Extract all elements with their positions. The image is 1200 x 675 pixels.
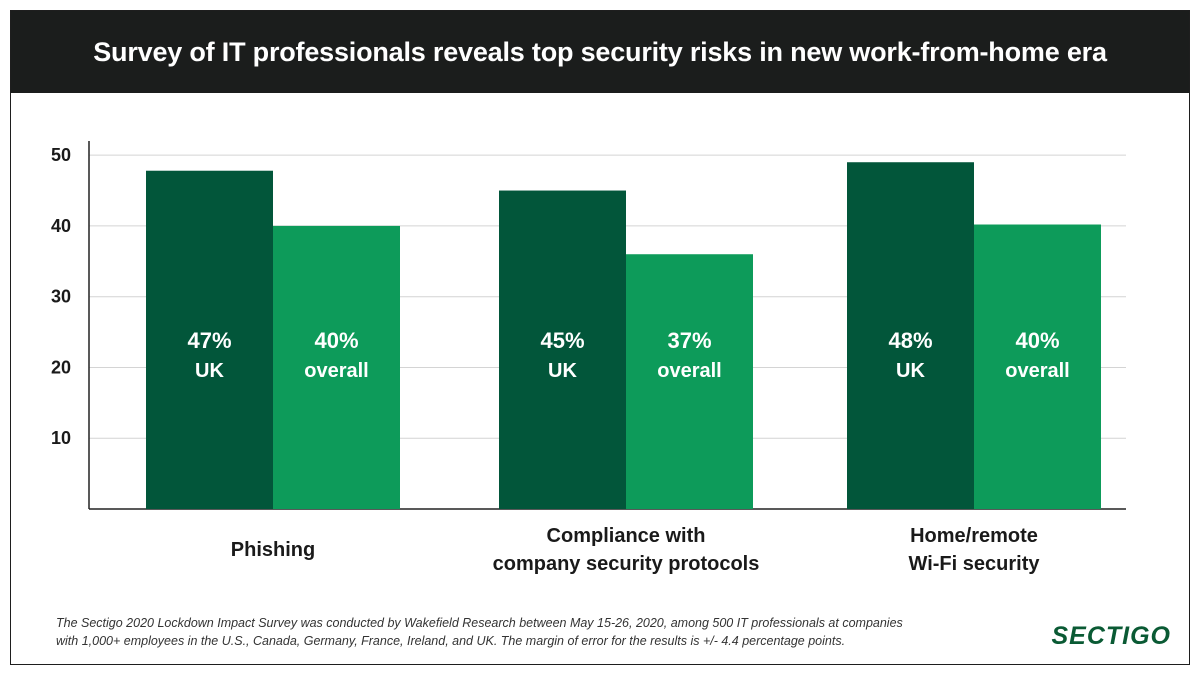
footnote-line-2: with 1,000+ employees in the U.S., Canad… <box>56 634 846 648</box>
footnote: The Sectigo 2020 Lockdown Impact Survey … <box>56 614 956 650</box>
bar-series-label-uk-2: UK <box>896 360 925 382</box>
bar-value-label-uk-2: 48% <box>888 328 932 353</box>
bar-value-label-uk-1: 45% <box>540 328 584 353</box>
bar-uk-2 <box>847 162 974 509</box>
y-tick-label-40: 40 <box>51 216 71 236</box>
infographic-frame: Survey of IT professionals reveals top s… <box>10 10 1190 665</box>
y-tick-label-20: 20 <box>51 357 71 377</box>
bar-series-label-uk-1: UK <box>548 360 577 382</box>
category-label-2-line-0: Home/remote <box>910 525 1038 547</box>
bar-overall-0 <box>273 225 400 509</box>
category-label-1-line-0: Compliance with <box>547 525 706 547</box>
sectigo-logo: SECTIGO <box>1051 622 1171 650</box>
bar-series-label-overall-1: overall <box>657 360 721 382</box>
y-tick-label-10: 10 <box>51 428 71 448</box>
bar-value-label-overall-2: 40% <box>1015 328 1059 353</box>
y-tick-label-50: 50 <box>51 145 71 165</box>
footnote-line-1: The Sectigo 2020 Lockdown Impact Survey … <box>56 616 903 630</box>
chart-title: Survey of IT professionals reveals top s… <box>93 36 1107 67</box>
bar-overall-1 <box>626 254 753 509</box>
y-tick-label-30: 30 <box>51 287 71 307</box>
title-bar: Survey of IT professionals reveals top s… <box>11 11 1189 93</box>
category-label-2-line-1: Wi-Fi security <box>909 553 1041 575</box>
bar-uk-0 <box>146 170 273 509</box>
bar-chart: 10 20 30 40 50 47% UK 40% overall Phishing 45% UK 37… <box>51 141 1126 575</box>
category-label-1-line-1: company security protocols <box>493 553 760 575</box>
bar-uk-1 <box>499 190 626 510</box>
category-label-0-line-0: Phishing <box>231 539 315 561</box>
bar-series-label-uk-0: UK <box>195 360 224 382</box>
bar-overall-2 <box>974 224 1101 509</box>
bar-series-label-overall-0: overall <box>304 360 368 382</box>
bar-series-label-overall-2: overall <box>1005 360 1069 382</box>
bar-value-label-overall-0: 40% <box>314 328 358 353</box>
bar-value-label-uk-0: 47% <box>187 328 231 353</box>
bar-value-label-overall-1: 37% <box>667 328 711 353</box>
